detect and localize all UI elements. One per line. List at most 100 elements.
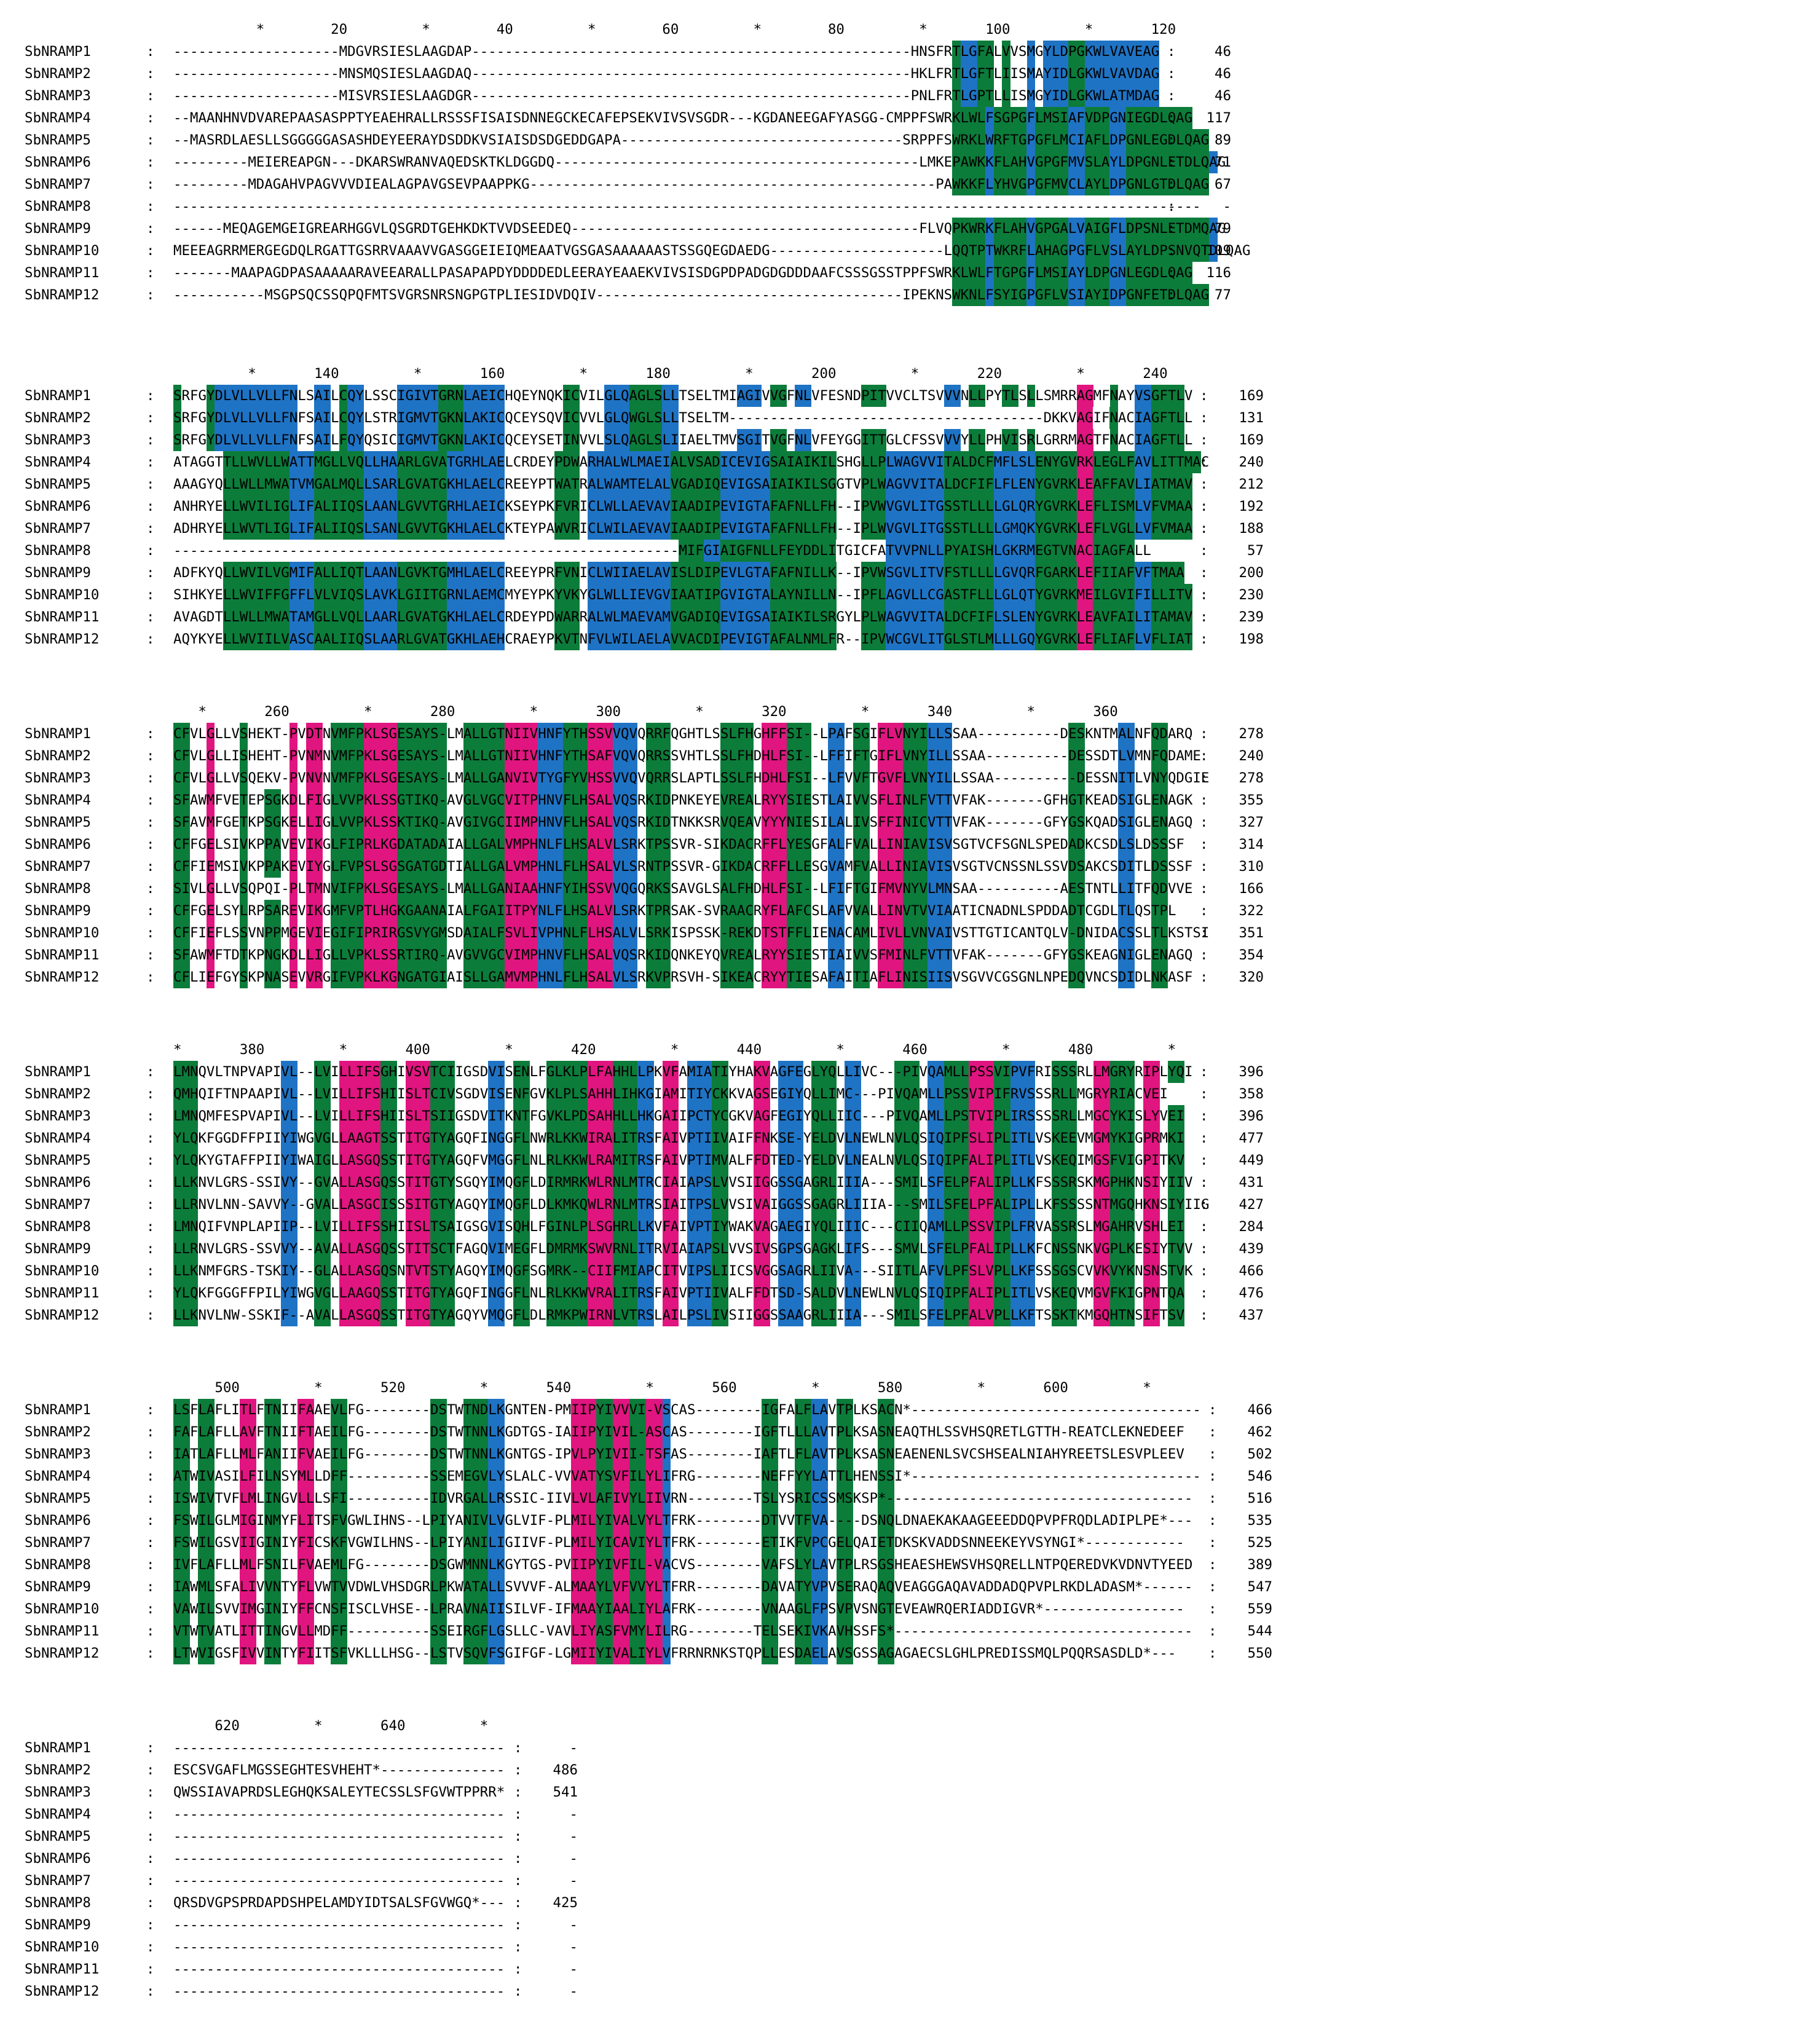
conserved-residue-run: ISL (405, 1216, 430, 1238)
conserved-residue-run: NIS (902, 966, 928, 988)
conserved-residue-run: LV (629, 1509, 646, 1532)
sequence-name: SbNRAMP7 (25, 521, 91, 537)
conserved-residue-run: EVIGTA (720, 495, 770, 518)
conserved-residue-run: LHS (562, 900, 588, 922)
conserved-residue-run: VG (753, 1260, 770, 1282)
conserved-residue-run: D (289, 789, 298, 811)
conserved-residue-run: VLQ (894, 1127, 920, 1149)
separator: : (1200, 521, 1208, 537)
conserved-residue-run: RLKKW (546, 1282, 588, 1304)
conserved-residue-run: SIE (786, 789, 812, 811)
conserved-residue-run: GFE (778, 1061, 803, 1083)
conserved-residue-run: IP (993, 1238, 1010, 1260)
residue-count: - (1223, 199, 1231, 215)
conserved-residue-run: GN (1109, 262, 1127, 284)
conserved-residue-run: LFIP (331, 833, 364, 856)
sequence-residues: MEEEAGRRMERGEGDQLRGATTGSRRVAAAVVGASGGEIE… (173, 240, 1251, 262)
conserved-residue-run: WKRF (993, 240, 1027, 262)
residue-count: 79 (1215, 221, 1231, 237)
conserved-residue-run: A- (845, 1260, 862, 1282)
conserved-residue-run: TVM (289, 473, 315, 495)
conserved-residue-run: NY (1151, 767, 1168, 789)
conserved-residue-run: ALFH (720, 878, 754, 900)
sequence-name: SbNRAMP10 (25, 925, 100, 941)
conserved-residue-run: ML (239, 1554, 256, 1576)
conserved-residue-run: LMN (173, 1105, 199, 1127)
sequence-residues: SIHKYELLWVIFFGFFLVLVIQSLAVKLGIITGRNLAEMC… (173, 584, 1193, 606)
conserved-residue-run: IL (198, 1598, 215, 1620)
conserved-residue-run: ASTFLL (943, 584, 994, 606)
conserved-residue-run: FL (513, 1304, 530, 1326)
conserved-residue-run: MGLLVQ (314, 451, 364, 473)
conserved-residue-run: IPF (943, 1282, 969, 1304)
conserved-residue-run: RTIRQ- (397, 944, 447, 966)
conserved-residue-run: AY (1068, 262, 1085, 284)
conserved-residue-run: GPGF (1034, 151, 1068, 173)
residue-count: 77 (1215, 287, 1231, 303)
conserved-residue-run: YI (596, 1642, 613, 1664)
conserved-residue-run: FLV (878, 723, 903, 745)
conserved-residue-run: SF (173, 811, 190, 833)
separator: : (1200, 1197, 1208, 1213)
conserved-residue-run: AL (1118, 723, 1135, 745)
conserved-residue-run: YI (596, 1421, 613, 1443)
conserved-residue-run: RI (795, 1487, 812, 1509)
separator: : (514, 1939, 522, 1955)
conserved-residue-run: GI (703, 540, 720, 562)
sequence-residues: ---------------------------------------- (173, 1873, 505, 1889)
conserved-residue-run: TIY (687, 1083, 712, 1105)
conserved-residue-run: LI (629, 1598, 646, 1620)
conserved-residue-run: IY (1168, 1194, 1184, 1216)
conserved-residue-run: AI (314, 429, 331, 451)
conserved-residue-run: T (662, 1509, 671, 1532)
conserved-residue-run: LK (488, 1421, 505, 1443)
conserved-residue-run: YQL (811, 1216, 837, 1238)
conserved-residue-run: YLQ (173, 1127, 199, 1149)
conserved-residue-run: AD (1068, 833, 1085, 856)
conserved-residue-run: WGLS (629, 407, 663, 429)
conserved-residue-run: MIF (289, 562, 315, 584)
sequence-name: SbNRAMP3 (25, 1784, 91, 1800)
conserved-residue-run: HLF (762, 878, 787, 900)
conserved-residue-run: LITTMA (1151, 451, 1201, 473)
conserved-residue-run: TPS (687, 1194, 712, 1216)
conserved-residue-run: GV (1093, 1282, 1110, 1304)
residue-count: 425 (553, 1895, 578, 1911)
sequence-residues: SRFGYDLVLLVLLFNLSAILCQYLSSCIGIVTGRNLAEIC… (173, 385, 1192, 407)
conserved-residue-run: SF (331, 1642, 348, 1664)
conserved-residue-run: IAATIP (670, 584, 720, 606)
conserved-residue-run: AI (662, 1282, 679, 1304)
conserved-residue-run: SLV (969, 1260, 994, 1282)
conserved-residue-run: ALV (588, 833, 613, 856)
conserved-residue-run: II (488, 1598, 505, 1620)
conserved-residue-run: LKF (1010, 1260, 1036, 1282)
conserved-residue-run: AQ (878, 1576, 895, 1598)
conserved-residue-run: LLIFS (339, 1061, 381, 1083)
conserved-residue-run: AP (637, 1260, 655, 1282)
conserved-residue-run: ISLDIP (670, 562, 720, 584)
sequence-residues: ------MEQAGEMGEIGREARHGGVLQSGRDTGEHKDKTV… (173, 218, 1226, 240)
sequence-residues: CFFGELSIVKPPAVEVIKGLFIPRLKGDATADAIALLGAL… (173, 833, 1184, 856)
conserved-residue-run: FV (297, 1443, 315, 1465)
conserved-residue-run: GNFET (1126, 284, 1168, 306)
conserved-residue-run: VK (1093, 1260, 1110, 1282)
conserved-residue-run: FFL (762, 833, 787, 856)
conserved-residue-run: TLLWVLLW (223, 451, 290, 473)
sequence-residues: LLRNVLNN-SAVVY--GVALLASGCISSSITGTYAGQYIM… (173, 1194, 1209, 1216)
conserved-residue-run: TYG (538, 767, 563, 789)
conserved-residue-run: VDP (1084, 107, 1110, 129)
conserved-residue-run: LPF (969, 1194, 994, 1216)
conserved-residue-run: KEE (1052, 1127, 1077, 1149)
conserved-residue-run: PL (993, 1260, 1010, 1282)
separator: : (146, 543, 155, 559)
conserved-residue-run: LA (198, 1421, 215, 1443)
sequence-residues: ---------MEIEREAPGN---DKARSWRANVAQEDSKTK… (173, 151, 1226, 173)
conserved-residue-run: CL (1068, 173, 1085, 195)
sequence-name: SbNRAMP4 (25, 792, 91, 808)
conserved-residue-run: TN (264, 1421, 282, 1443)
separator: : (146, 969, 155, 985)
conserved-residue-run: DS (1151, 856, 1168, 878)
conserved-residue-run: LVT (612, 1304, 638, 1326)
sequence-name: SbNRAMP11 (25, 1285, 100, 1301)
sequence-name: SbNRAMP12 (25, 287, 100, 303)
